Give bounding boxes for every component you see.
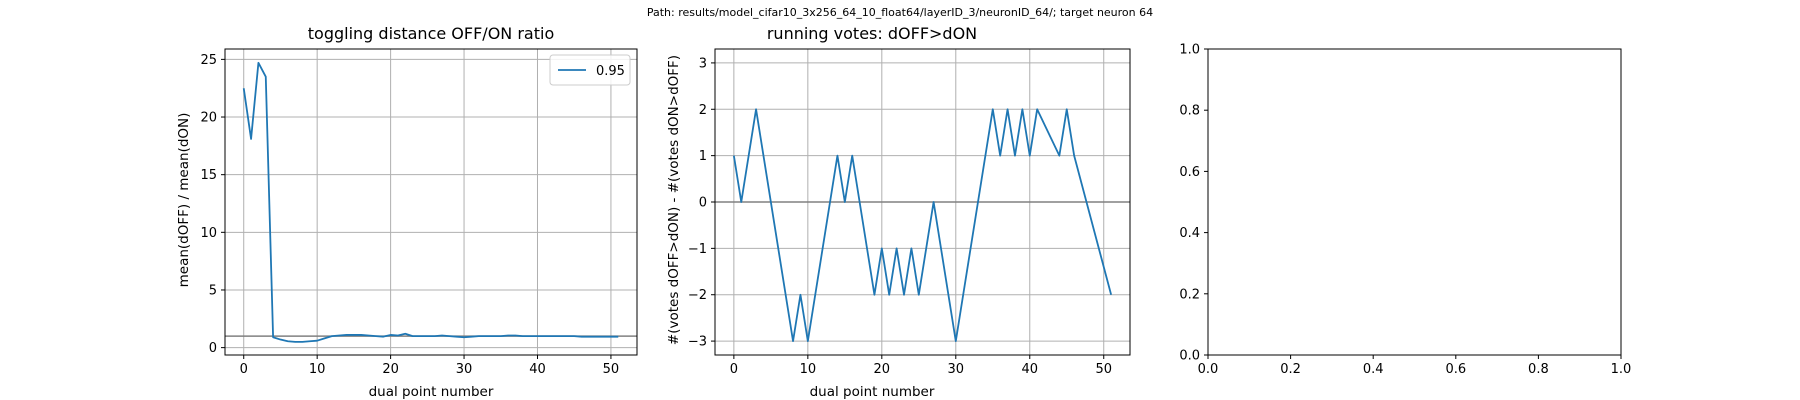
chart-2-y-tick-label-3: 0 — [699, 196, 707, 211]
chart-1-x-tick-label-1: 10 — [309, 362, 326, 377]
chart-2-x-tick-label-0: 0 — [730, 362, 738, 377]
chart-1-ylabel: mean(dOFF) / mean(dON) — [176, 113, 192, 288]
chart-3-x-tick-label-2: 0.4 — [1363, 362, 1384, 377]
figure-suptitle: Path: results/model_cifar10_3x256_64_10_… — [647, 6, 1153, 19]
chart-3-plot-area: 0.0 0.2 0.4 0.6 0.8 1.0 0.0 0.2 0.4 0.6 0.8 1.0 — [1179, 43, 1631, 378]
chart-1-x-tick-label-2: 20 — [382, 362, 399, 377]
chart-1-x-tick-label-4: 40 — [529, 362, 546, 377]
chart-1-plot-area: 0 10 20 30 40 50 0 5 10 15 20 25 0.95 — [200, 48, 638, 377]
chart-2-x-tick-label-1: 10 — [800, 362, 817, 377]
chart-3-x-tick-label-4: 0.8 — [1528, 362, 1549, 377]
chart-3-y-tick-label-4: 0.8 — [1179, 104, 1200, 119]
chart-1-axes-frame — [224, 48, 638, 356]
chart-3-x-tick-label-0: 0.0 — [1198, 362, 1219, 377]
chart-2-y-tick-label-0: −3 — [688, 335, 707, 350]
chart-2-plot-area: 0 10 20 30 40 50 −3 −2 −1 0 1 2 3 — [688, 48, 1131, 377]
chart-1-y-tick-label-2: 10 — [200, 226, 217, 241]
chart-1-y-tick-label-0: 0 — [209, 341, 217, 356]
chart-2-x-tick-label-3: 30 — [948, 362, 965, 377]
chart-2-ylabel: #(votes dOFF>dON) - #(votes dON>dOFF) — [666, 55, 682, 345]
chart-1-series-line-0 — [242, 61, 619, 343]
chart-panel-1: toggling distance OFF/ON ratio dual poin… — [176, 24, 638, 400]
chart-2-x-tick-label-4: 40 — [1021, 362, 1038, 377]
chart-1-y-tick-label-3: 15 — [200, 168, 217, 183]
chart-2-x-tick-label-2: 20 — [874, 362, 891, 377]
chart-1-x-tick-label-3: 30 — [456, 362, 473, 377]
chart-1-legend: 0.95 — [549, 54, 631, 86]
chart-1-x-tick-label-0: 0 — [240, 362, 248, 377]
chart-3-x-tick-label-3: 0.6 — [1445, 362, 1466, 377]
chart-3-y-tick-label-0: 0.0 — [1179, 349, 1200, 364]
chart-1-x-tick-label-5: 50 — [603, 362, 620, 377]
chart-1-y-tick-label-4: 20 — [200, 111, 217, 126]
chart-3-y-tick-label-3: 0.6 — [1179, 165, 1200, 180]
chart-2-series-line-0 — [732, 108, 1113, 342]
chart-2-xlabel: dual point number — [810, 384, 935, 400]
chart-1-legend-label-0: 0.95 — [596, 64, 625, 79]
chart-3-y-tick-label-5: 1.0 — [1179, 43, 1200, 58]
chart-3-x-tick-label-5: 1.0 — [1611, 362, 1632, 377]
chart-2-x-tick-label-5: 50 — [1095, 362, 1112, 377]
chart-3-axes-frame — [1207, 48, 1622, 356]
chart-2-y-tick-label-1: −2 — [688, 288, 707, 303]
chart-1-y-tick-label-5: 25 — [200, 53, 217, 68]
chart-1-y-tick-label-1: 5 — [209, 283, 217, 298]
chart-1-legend-box — [549, 54, 631, 86]
chart-2-y-tick-label-6: 3 — [699, 56, 707, 71]
chart-2-y-tick-label-2: −1 — [688, 242, 707, 257]
chart-3-x-tick-label-1: 0.2 — [1280, 362, 1301, 377]
chart-2-title: running votes: dOFF>dON — [767, 24, 977, 43]
chart-2-y-tick-label-5: 2 — [699, 103, 707, 118]
chart-1-xlabel: dual point number — [369, 384, 494, 400]
chart-3-y-tick-label-2: 0.4 — [1179, 226, 1200, 241]
chart-2-y-tick-label-4: 1 — [699, 149, 707, 164]
chart-1-title: toggling distance OFF/ON ratio — [308, 24, 554, 43]
chart-panel-3: 0.0 0.2 0.4 0.6 0.8 1.0 0.0 0.2 0.4 0.6 0.8 1.0 — [1179, 43, 1631, 378]
chart-3-y-tick-label-1: 0.2 — [1179, 287, 1200, 302]
chart-panel-2: running votes: dOFF>dON dual point numbe… — [666, 24, 1131, 400]
